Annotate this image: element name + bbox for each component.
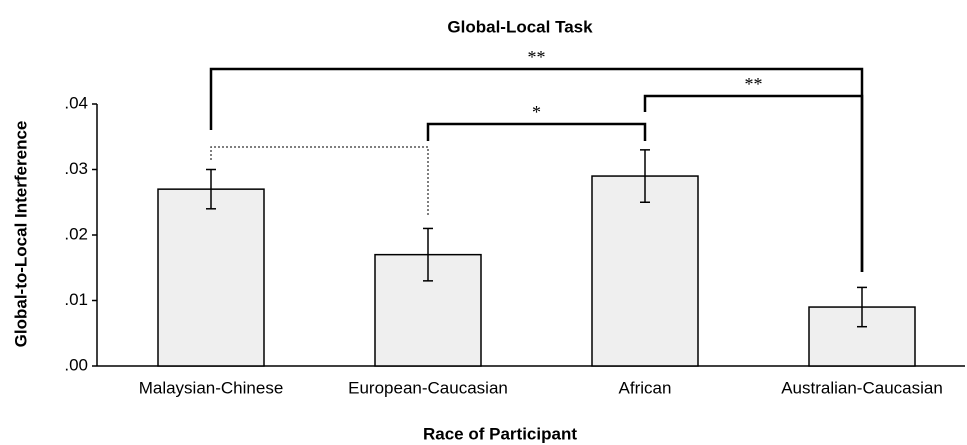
significance-label: ** xyxy=(528,47,546,67)
y-axis-label: Global-to-Local Interference xyxy=(11,121,30,348)
y-tick-label: .04 xyxy=(64,93,88,112)
y-tick-label: .02 xyxy=(64,224,88,243)
x-tick-label: Australian-Caucasian xyxy=(781,378,943,397)
significance-bracket xyxy=(209,67,864,272)
y-tick-label: .03 xyxy=(64,159,88,178)
y-tick-label: .01 xyxy=(64,290,88,309)
bar xyxy=(157,188,265,367)
significance-bracket xyxy=(426,122,647,141)
x-tick-label: Malaysian-Chinese xyxy=(139,378,284,397)
significance-label: ** xyxy=(745,74,763,94)
x-tick-label: European-Caucasian xyxy=(348,378,508,397)
significance-label: * xyxy=(532,102,541,122)
error-bar xyxy=(857,286,867,328)
x-tick-label: African xyxy=(619,378,672,397)
chart-title: Global-Local Task xyxy=(447,17,593,36)
significance-bracket xyxy=(210,146,429,215)
x-axis-label: Race of Participant xyxy=(423,424,577,443)
significance-bracket xyxy=(643,94,864,272)
error-bar xyxy=(206,168,216,210)
y-tick-label: .00 xyxy=(64,355,88,374)
error-bar xyxy=(423,227,433,282)
bar xyxy=(591,175,699,367)
error-bar xyxy=(640,149,650,203)
